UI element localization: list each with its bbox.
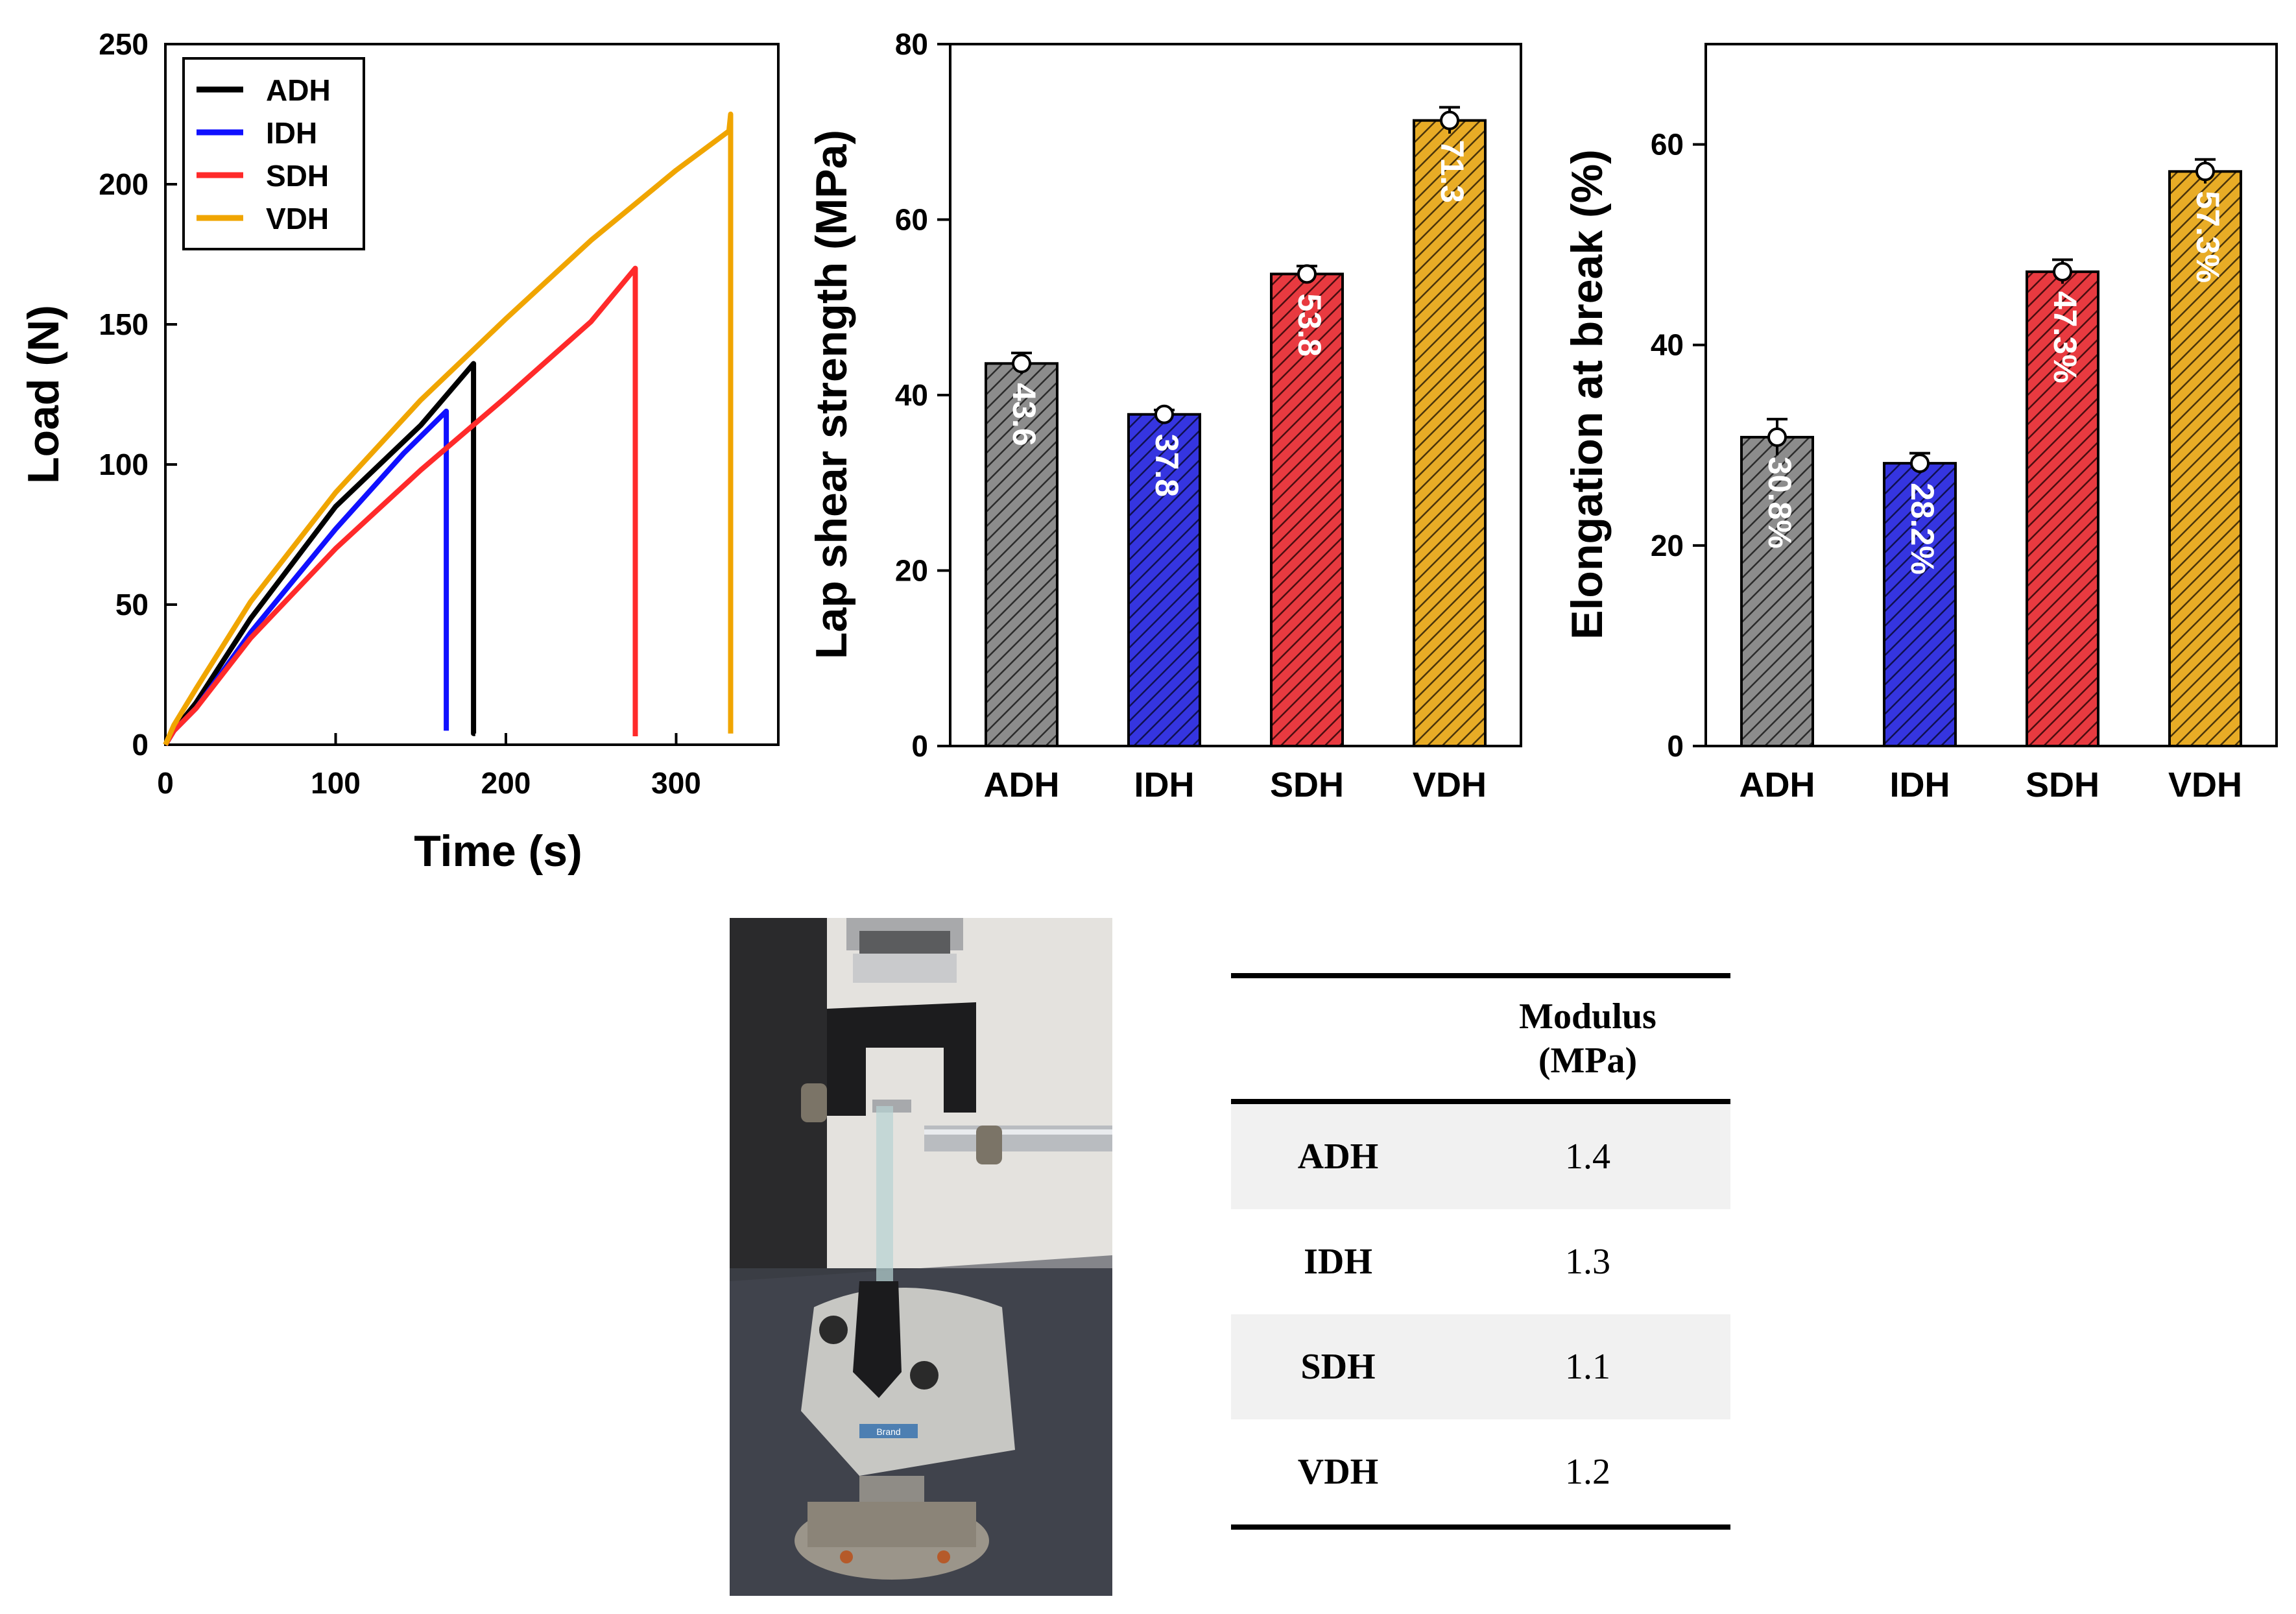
table-bottom-rule	[1231, 1524, 1730, 1530]
category-label-ADH: ADH	[1740, 765, 1815, 804]
value-label-IDH: 37.8	[1149, 434, 1185, 497]
category-label-VDH: VDH	[2168, 765, 2242, 804]
category-label-IDH: IDH	[1890, 765, 1950, 804]
table-row: VDH 1.2	[1231, 1419, 1730, 1524]
value-label-VDH: 71.3	[1434, 140, 1470, 203]
row-value: 1.3	[1565, 1242, 1610, 1282]
test-fixture-photo: Brand	[730, 918, 1112, 1596]
y-tick-label: 40	[1651, 328, 1684, 362]
y-tick-label: 50	[115, 588, 149, 621]
mean-marker-VDH	[1440, 110, 1459, 130]
y-tick-label: 250	[99, 27, 149, 61]
value-label-IDH: 28.2%	[1904, 483, 1941, 575]
y-tick-label: 60	[895, 203, 928, 237]
category-label-SDH: SDH	[1270, 765, 1344, 804]
y-tick-label: 0	[1667, 729, 1684, 763]
y-tick-label: 60	[1651, 128, 1684, 162]
bar-VDH	[1413, 119, 1487, 748]
y-tick-label: 200	[99, 167, 149, 201]
x-tick-label: 0	[157, 766, 174, 800]
value-label-ADH: 43.6	[1006, 383, 1042, 446]
y-axis-label: Lap shear strength (MPa)	[807, 130, 856, 659]
elongation-chart: 0 20 40 60 30.8% ADH 28.2% IDH 47.3% SDH 57.3% VDH…	[1562, 43, 2278, 804]
legend-label-SDH: SDH	[266, 159, 329, 193]
bar-SDH	[1270, 272, 1344, 748]
mean-marker-IDH	[1910, 453, 1930, 474]
y-tick-label: 40	[895, 378, 928, 412]
header-cell-modulus: Modulus (MPa)	[1445, 994, 1730, 1083]
table-row: ADH 1.4	[1231, 1104, 1730, 1209]
header-modulus-line1: Modulus	[1519, 996, 1656, 1037]
row-value: 1.2	[1565, 1452, 1610, 1492]
bar-IDH	[1883, 462, 1957, 747]
row-label: SDH	[1300, 1347, 1376, 1387]
mean-marker-IDH	[1154, 404, 1174, 424]
y-axis-label: Load (N)	[19, 305, 68, 484]
table-header: Modulus (MPa)	[1231, 978, 1730, 1099]
mean-marker-VDH	[2195, 162, 2215, 182]
series-group	[163, 112, 734, 747]
table-top-rule	[1231, 973, 1730, 978]
load-time-chart: 0 50 100 150 200 250 0 100 200 300 Load (N) Time …	[19, 27, 780, 876]
plot-frame	[164, 43, 780, 746]
tick-group: 0 20 40 60	[1651, 128, 1706, 763]
y-tick-label: 150	[99, 307, 149, 341]
legend-label-IDH: IDH	[266, 116, 317, 150]
bar-VDH	[2168, 170, 2242, 747]
lap-shear-chart: 0 20 40 60 80 43.6 ADH 37.8 IDH 53.8 SDH 71.3 VDH L…	[807, 27, 1522, 804]
x-axis-label: Time (s)	[414, 826, 582, 876]
bar-group: 43.6 ADH 37.8 IDH 53.8 SDH 71.3 VDH	[984, 106, 1487, 804]
row-label: ADH	[1297, 1137, 1379, 1177]
row-value: 1.4	[1565, 1137, 1610, 1177]
bar-ADH	[1740, 435, 1814, 747]
bar-ADH	[985, 362, 1058, 747]
modulus-table: Modulus (MPa) ADH 1.4 IDH 1.3 SDH 1.1 VD…	[1231, 973, 1730, 1530]
legend: ADH IDH SDH VDH	[182, 57, 365, 250]
series-line-VDH	[163, 112, 734, 746]
tick-group: 0 50 100 150 200 250 0 100 200 300	[99, 27, 701, 800]
table-header-rule	[1231, 1099, 1730, 1104]
value-label-SDH: 53.8	[1291, 293, 1328, 356]
category-label-ADH: ADH	[984, 765, 1060, 804]
plot-frame	[1704, 43, 2278, 747]
mean-marker-SDH	[1297, 264, 1317, 284]
mean-marker-ADH	[1012, 354, 1031, 374]
y-tick-label: 0	[911, 729, 928, 763]
category-label-VDH: VDH	[1413, 765, 1487, 804]
mean-marker-SDH	[2053, 261, 2072, 282]
legend-label-ADH: ADH	[266, 73, 331, 107]
x-tick-label: 200	[481, 766, 531, 800]
y-tick-label: 80	[895, 27, 928, 61]
legend-label-VDH: VDH	[266, 202, 329, 235]
header-modulus-line2: (MPa)	[1538, 1041, 1638, 1081]
row-label: VDH	[1297, 1452, 1379, 1492]
value-label-ADH: 30.8%	[1762, 457, 1798, 549]
y-tick-label: 0	[132, 728, 149, 762]
mean-marker-ADH	[1767, 427, 1787, 447]
x-tick-label: 100	[311, 766, 361, 800]
table-row: SDH 1.1	[1231, 1314, 1730, 1419]
y-tick-label: 20	[1651, 529, 1684, 562]
row-label: IDH	[1304, 1242, 1372, 1282]
category-label-IDH: IDH	[1134, 765, 1195, 804]
bar-group: 30.8% ADH 28.2% IDH 47.3% SDH 57.3% VDH	[1740, 158, 2242, 804]
value-label-VDH: 57.3%	[2190, 191, 2226, 283]
category-label-SDH: SDH	[2026, 765, 2099, 804]
y-axis-label: Elongation at break (%)	[1562, 149, 1612, 640]
y-tick-label: 100	[99, 448, 149, 481]
series-line-SDH	[163, 265, 638, 747]
value-label-SDH: 47.3%	[2047, 291, 2083, 383]
tick-group: 0 20 40 60 80	[895, 27, 950, 763]
instrument-label: Brand	[876, 1427, 900, 1437]
y-tick-label: 20	[895, 554, 928, 588]
x-tick-label: 300	[651, 766, 701, 800]
row-value: 1.1	[1565, 1347, 1610, 1387]
table-row: IDH 1.3	[1231, 1209, 1730, 1314]
